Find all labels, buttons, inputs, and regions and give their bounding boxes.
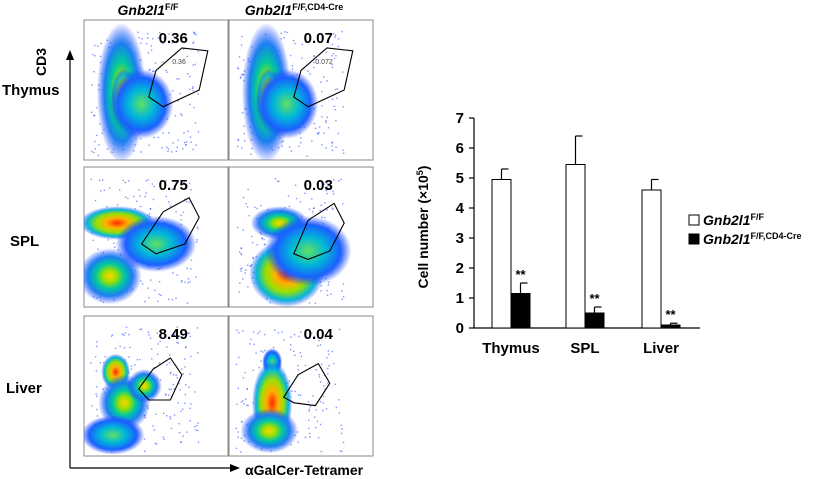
row-label-thymus: Thymus	[2, 82, 60, 99]
density-plot	[84, 178, 199, 305]
bar-spl-wt	[565, 164, 586, 329]
significance-mark: **	[665, 307, 676, 322]
y-axis-arrowhead	[66, 50, 74, 60]
x-axis-label: αGalCer-Tetramer	[245, 462, 364, 478]
bar-liver-wt	[641, 189, 662, 329]
flow-panel-5: 8.49	[83, 315, 229, 457]
density-plot	[235, 328, 345, 454]
significance-mark: **	[589, 291, 600, 306]
col-header-ko: Gnb2l1F/F,CD4-Cre	[245, 2, 343, 18]
x-axis-arrowhead	[230, 464, 240, 472]
legend-label: Gnb2l1F/F,CD4-Cre	[703, 231, 801, 247]
density-blob	[109, 69, 174, 139]
y-tick-label: 7	[456, 110, 464, 127]
bar-thymus-wt	[491, 179, 512, 329]
significance-mark: **	[515, 267, 526, 282]
y-tick-label: 1	[456, 290, 464, 307]
density-plot	[84, 326, 200, 455]
legend-swatch	[688, 214, 700, 226]
flow-panel-2: 0.07 0.072	[228, 19, 374, 161]
gate-percent: 0.36	[159, 30, 188, 47]
gate-polygon	[137, 357, 183, 401]
gate-polygon	[293, 202, 345, 260]
category-label: Liver	[643, 340, 679, 357]
density-plot	[90, 22, 200, 160]
gate-polygon	[140, 197, 200, 255]
flow-panel-1: 0.36 0.36	[83, 19, 229, 161]
category-label: Thymus	[482, 340, 540, 357]
gate-percent: 8.49	[159, 326, 188, 343]
density-blob	[84, 415, 145, 455]
gate-label: 0.36	[172, 59, 186, 66]
row-label-liver: Liver	[6, 380, 42, 397]
gate-percent: 0.07	[304, 30, 333, 47]
legend-swatch	[688, 233, 700, 245]
flow-panel-3: 0.75	[83, 166, 229, 308]
density-plot	[236, 178, 352, 307]
row-label-spl: SPL	[10, 233, 39, 250]
y-tick-label: 4	[456, 200, 465, 217]
y-tick-label: 2	[456, 260, 464, 277]
legend-label: Gnb2l1F/F	[703, 212, 764, 228]
y-tick-label: 6	[456, 140, 464, 157]
gate-polygon	[282, 362, 331, 407]
y-axis-label: CD3	[33, 48, 49, 76]
y-tick-label: 0	[456, 320, 464, 337]
density-blob	[127, 369, 162, 403]
flow-panel-4: 0.03	[228, 166, 374, 308]
gate-percent: 0.75	[159, 177, 188, 194]
bar-liver-ko	[660, 324, 681, 329]
bar-chart: 0 1 2 3 4 5 6 7 Cell number (×105) ** Thymus ** SPL *…	[415, 110, 801, 357]
chart-y-label: Cell number (×105)	[415, 166, 431, 289]
density-blob	[115, 216, 197, 272]
density-blob	[240, 408, 299, 454]
density-blob	[265, 216, 352, 286]
category-label: SPL	[570, 340, 599, 357]
density-plot	[236, 22, 345, 160]
bar-spl-ko	[584, 312, 605, 329]
gate-polygon	[148, 47, 209, 108]
gate-polygon	[293, 47, 354, 108]
gate-percent: 0.03	[304, 177, 333, 194]
col-header-wt: Gnb2l1F/F	[118, 2, 179, 18]
gate-label: 0.072	[315, 59, 333, 66]
density-blob	[254, 69, 319, 139]
y-tick-label: 3	[456, 230, 464, 247]
gate-percent: 0.04	[304, 326, 334, 343]
chart-legend: Gnb2l1F/F Gnb2l1F/F,CD4-Cre	[688, 212, 801, 247]
flow-panel-6: 0.04	[228, 315, 374, 457]
bar-thymus-ko	[510, 293, 531, 329]
y-tick-label: 5	[456, 170, 464, 187]
